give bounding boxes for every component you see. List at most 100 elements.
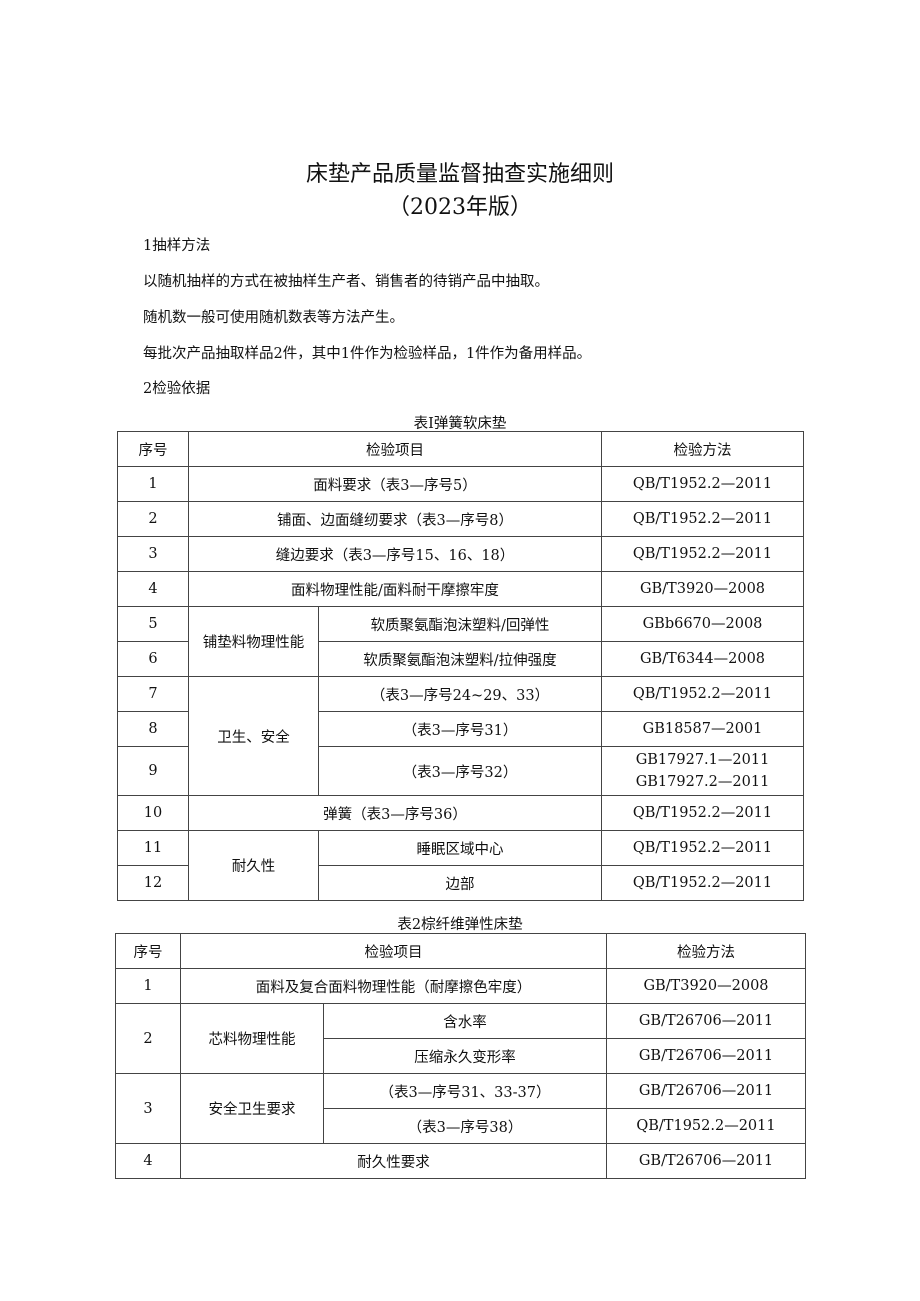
table-row: 压缩永久变形率 GB/T26706—2011 xyxy=(116,1038,806,1074)
header-item: 检验项目 xyxy=(188,431,602,467)
table-row: 6 软质聚氨酯泡沫塑料/拉伸强度 GB/T6344—2008 xyxy=(117,641,804,677)
table-row: 4 耐久性要求 GB/T26706—2011 xyxy=(115,1143,806,1179)
method-line: GB18587—2001 xyxy=(642,721,763,737)
row-item: 耐久性要求 xyxy=(180,1143,607,1179)
method-line: QB/T1952.2—2011 xyxy=(632,686,773,702)
row-method: QB/T1952.2—2011 xyxy=(601,536,804,572)
method-line: GB/T6344—2008 xyxy=(639,651,766,667)
table-row: 4 面料物理性能/面料耐干摩擦牢度 GB/T3920—2008 xyxy=(117,571,804,607)
row-method: GB/T26706—2011 xyxy=(606,1073,806,1109)
method-line: QB/T1952.2—2011 xyxy=(636,1118,776,1134)
row-no: 1 xyxy=(117,466,189,502)
row-method: GB/T6344—2008 xyxy=(601,641,804,677)
method-line: QB/T1952.2—2011 xyxy=(632,805,773,821)
row-item: 缝边要求（表3—序号15、16、18） xyxy=(188,536,602,572)
row-method: GB/T3920—2008 xyxy=(606,968,806,1004)
method-line: QB/T1952.2—2011 xyxy=(632,546,773,562)
row-no: 9 xyxy=(117,746,189,796)
row-subitem: 软质聚氨酯泡沫塑料/回弹性 xyxy=(318,606,602,642)
row-subitem: （表3—序号24~29、33） xyxy=(318,676,602,712)
method-line: QB/T1952.2—2011 xyxy=(632,875,773,891)
table1: 序号 检验项目 检验方法 1 面料要求（表3—序号5） QB/T1952.2—2011 2 铺… xyxy=(117,431,804,901)
method-line: GB/T26706—2011 xyxy=(638,1013,774,1029)
header-no: 序号 xyxy=(117,431,189,467)
paragraph: 以随机抽样的方式在被抽样生产者、销售者的待销产品中抽取。 xyxy=(143,274,549,290)
row-subitem: 压缩永久变形率 xyxy=(323,1038,607,1074)
row-group: 安全卫生要求 xyxy=(180,1073,324,1144)
row-method: QB/T1952.2—2011 xyxy=(606,1108,806,1144)
row-group: 耐久性 xyxy=(188,830,319,901)
table-row: 1 面料要求（表3—序号5） QB/T1952.2—2011 xyxy=(117,466,804,502)
method-line: GBb6670—2008 xyxy=(642,616,763,632)
table-row: 1 面料及复合面料物理性能（耐摩擦色牢度） GB/T3920—2008 xyxy=(115,968,806,1004)
method-line: GB17927.1—2011 xyxy=(635,752,770,768)
row-item: 面料及复合面料物理性能（耐摩擦色牢度） xyxy=(180,968,607,1004)
table-row: 2 芯料物理性能 含水率 GB/T26706—2011 xyxy=(115,1003,806,1074)
method-line: GB/T26706—2011 xyxy=(638,1083,774,1099)
header-row: 序号 检验项目 检验方法 xyxy=(117,431,804,467)
table-row: 3 缝边要求（表3—序号15、16、18） QB/T1952.2—2011 xyxy=(117,536,804,572)
row-no: 2 xyxy=(115,1003,181,1074)
row-method: GB/T26706—2011 xyxy=(606,1038,806,1074)
row-no: 11 xyxy=(117,830,189,866)
table-row: 12 边部 QB/T1952.2—2011 xyxy=(117,865,804,901)
table2: 序号 检验项目 检验方法 1 面料及复合面料物理性能（耐摩擦色牢度） GB/T3920—2… xyxy=(115,933,806,1179)
row-group: 铺垫料物理性能 xyxy=(188,606,319,677)
row-item: 面料要求（表3—序号5） xyxy=(188,466,602,502)
row-group: 芯料物理性能 xyxy=(180,1003,324,1074)
table-row: 2 铺面、边面缝纫要求（表3—序号8） QB/T1952.2—2011 xyxy=(117,501,804,537)
row-no: 4 xyxy=(117,571,189,607)
row-subitem: 含水率 xyxy=(323,1003,607,1039)
row-no: 4 xyxy=(115,1143,181,1179)
row-no: 8 xyxy=(117,711,189,747)
header-method: 检验方法 xyxy=(606,933,806,969)
table2-caption: 表2棕纤维弹性床垫 xyxy=(397,917,523,933)
paragraph: 随机数一般可使用随机数表等方法产生。 xyxy=(143,310,404,326)
row-no: 7 xyxy=(117,676,189,712)
row-item: 弹簧（表3—序号36） xyxy=(188,795,602,831)
row-method: QB/T1952.2—2011 xyxy=(601,501,804,537)
row-no: 1 xyxy=(115,968,181,1004)
row-subitem: 边部 xyxy=(318,865,602,901)
method-line: GB/T3920—2008 xyxy=(643,978,769,994)
row-group: 卫生、安全 xyxy=(188,676,319,796)
section-heading-sampling: 1抽样方法 xyxy=(143,238,211,254)
paragraph: 每批次产品抽取样品2件，其中1件作为检验样品，1件作为备用样品。 xyxy=(143,346,592,362)
row-method: GB18587—2001 xyxy=(601,711,804,747)
row-no: 12 xyxy=(117,865,189,901)
method-line: GB/T3920—2008 xyxy=(639,581,766,597)
row-method: GB/T3920—2008 xyxy=(601,571,804,607)
method-line: QB/T1952.2—2011 xyxy=(632,511,773,527)
header-no: 序号 xyxy=(115,933,181,969)
row-method: QB/T1952.2—2011 xyxy=(601,865,804,901)
row-method: GB/T26706—2011 xyxy=(606,1143,806,1179)
row-method: GBb6670—2008 xyxy=(601,606,804,642)
table1-caption: 表I弹簧软床垫 xyxy=(413,416,507,432)
row-no: 2 xyxy=(117,501,189,537)
row-method: QB/T1952.2—2011 xyxy=(601,830,804,866)
row-method: QB/T1952.2—2011 xyxy=(601,466,804,502)
row-subitem: （表3—序号38） xyxy=(323,1108,607,1144)
method-line: GB/T26706—2011 xyxy=(638,1048,774,1064)
document-title: 床垫产品质量监督抽查实施细则 xyxy=(305,162,614,187)
row-method: QB/T1952.2—2011 xyxy=(601,795,804,831)
row-no: 5 xyxy=(117,606,189,642)
document-subtitle: （2023年版） xyxy=(388,195,532,220)
row-subitem: （表3—序号31） xyxy=(318,711,602,747)
section-heading-basis: 2检验依据 xyxy=(143,381,211,397)
table-row: 5 铺垫料物理性能 软质聚氨酯泡沫塑料/回弹性 GBb6670—2008 xyxy=(117,606,804,677)
row-method: GB/T26706—2011 xyxy=(606,1003,806,1039)
table-row: 3 安全卫生要求 （表3—序号31、33-37） GB/T26706—2011 xyxy=(115,1073,806,1144)
table-row: 7 卫生、安全 （表3—序号24~29、33） QB/T1952.2—2011 xyxy=(117,676,804,796)
method-line: QB/T1952.2—2011 xyxy=(632,476,773,492)
table-row: （表3—序号38） QB/T1952.2—2011 xyxy=(116,1108,806,1144)
method-line: GB17927.2—2011 xyxy=(635,774,770,790)
row-no: 10 xyxy=(117,795,189,831)
header-item: 检验项目 xyxy=(180,933,607,969)
row-subitem: （表3—序号31、33-37） xyxy=(323,1073,607,1109)
header-method: 检验方法 xyxy=(601,431,804,467)
row-method: GB17927.1—2011 GB17927.2—2011 xyxy=(601,746,804,796)
row-item: 铺面、边面缝纫要求（表3—序号8） xyxy=(188,501,602,537)
row-subitem: 软质聚氨酯泡沫塑料/拉伸强度 xyxy=(318,641,602,677)
row-no: 6 xyxy=(117,641,189,677)
